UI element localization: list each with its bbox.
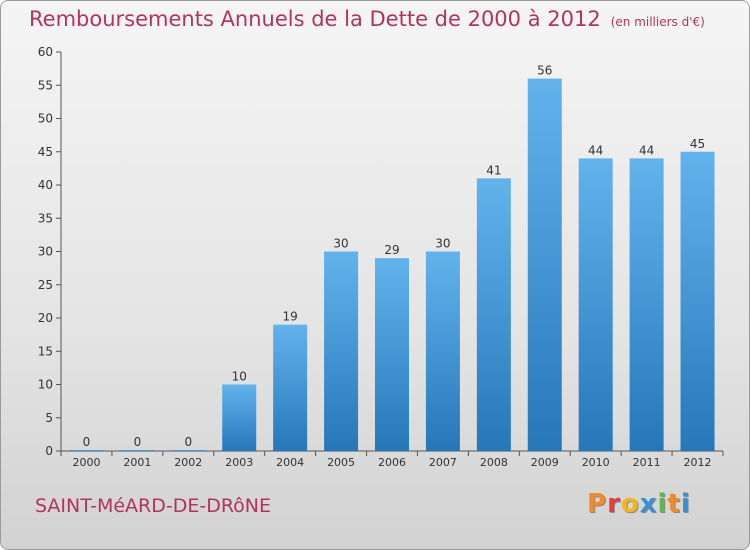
logo-letter: o xyxy=(620,489,640,519)
y-tick-label: 25 xyxy=(38,278,53,292)
logo-letter: i xyxy=(657,489,668,519)
y-tick-label: 35 xyxy=(38,211,53,225)
x-tick-label: 2004 xyxy=(276,456,304,469)
x-tick-label: 2005 xyxy=(327,456,355,469)
data-label: 10 xyxy=(232,370,247,384)
logo-letter: i xyxy=(680,489,691,519)
x-tick-label: 2002 xyxy=(174,456,202,469)
y-tick-label: 15 xyxy=(38,344,53,358)
chart-unit: (en milliers d'€) xyxy=(610,15,705,29)
data-label: 30 xyxy=(333,237,348,251)
bar-2005 xyxy=(324,251,359,451)
x-tick-label: 2001 xyxy=(123,456,151,469)
x-tick-label: 2000 xyxy=(72,456,100,469)
y-tick-label: 40 xyxy=(38,178,53,192)
x-tick-label: 2003 xyxy=(225,456,253,469)
bar-2004 xyxy=(273,324,308,451)
data-label: 56 xyxy=(537,64,552,78)
data-label: 0 xyxy=(134,435,142,449)
x-tick-label: 2007 xyxy=(429,456,457,469)
data-label: 0 xyxy=(184,435,192,449)
data-label: 44 xyxy=(639,143,654,157)
x-tick-label: 2010 xyxy=(582,456,610,469)
bar-2001 xyxy=(120,450,155,451)
y-tick-label: 60 xyxy=(38,45,53,59)
y-tick-label: 5 xyxy=(45,411,53,425)
data-label: 0 xyxy=(83,435,91,449)
logo-letter: r xyxy=(607,489,621,519)
y-tick-label: 10 xyxy=(38,378,53,392)
x-tick-label: 2006 xyxy=(378,456,406,469)
bar-2002 xyxy=(171,450,206,451)
logo-letter: P xyxy=(587,489,608,519)
logo-letter: t xyxy=(667,489,681,519)
x-tick-label: 2011 xyxy=(633,456,661,469)
y-tick-label: 30 xyxy=(38,245,53,259)
chart-title: Remboursements Annuels de la Dette de 20… xyxy=(29,7,705,31)
data-label: 41 xyxy=(486,163,501,177)
data-label: 45 xyxy=(690,137,705,151)
y-tick-label: 55 xyxy=(38,78,53,92)
bar-2000 xyxy=(69,450,104,451)
bar-2008 xyxy=(476,178,511,451)
proxiti-logo: Proxiti xyxy=(587,489,691,519)
data-label: 44 xyxy=(588,143,603,157)
bar-2012 xyxy=(680,151,715,451)
logo-letter: x xyxy=(639,489,658,519)
y-tick-label: 20 xyxy=(38,311,53,325)
bar-2011 xyxy=(629,158,664,451)
x-tick-label: 2009 xyxy=(531,456,559,469)
x-tick-label: 2012 xyxy=(684,456,712,469)
y-tick-label: 0 xyxy=(45,444,53,458)
bar-2003 xyxy=(222,384,257,451)
commune-name: SAINT-MéARD-DE-DRôNE xyxy=(35,495,272,517)
bar-2010 xyxy=(578,158,613,451)
bar-2009 xyxy=(527,78,562,451)
data-label: 30 xyxy=(435,237,450,251)
bar-2006 xyxy=(375,258,409,451)
x-tick-label: 2008 xyxy=(480,456,508,469)
data-label: 29 xyxy=(384,243,399,257)
y-tick-label: 50 xyxy=(38,112,53,126)
chart-title-text: Remboursements Annuels de la Dette de 20… xyxy=(29,7,601,31)
data-label: 19 xyxy=(283,310,298,324)
y-tick-label: 45 xyxy=(38,145,53,159)
bar-2007 xyxy=(425,251,460,451)
